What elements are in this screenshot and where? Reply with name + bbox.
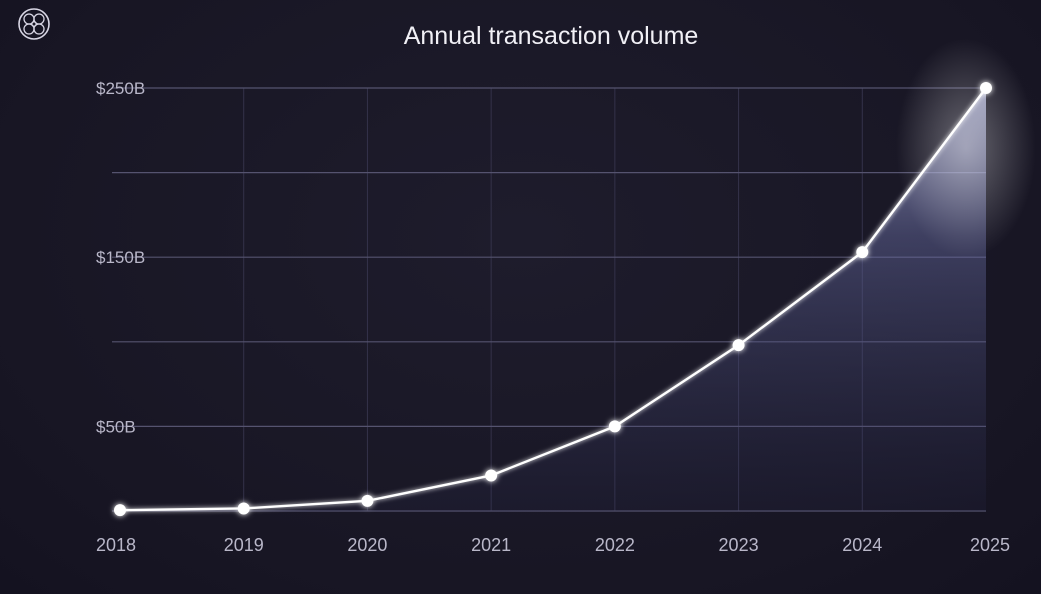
x-tick-label-2025: 2025 (970, 535, 1010, 555)
data-point-2024 (856, 246, 869, 259)
peak-glow (896, 38, 1036, 258)
area-fill-layer (120, 38, 1036, 511)
x-tick-label-2022: 2022 (595, 535, 635, 555)
x-tick-label-2021: 2021 (471, 535, 511, 555)
series-line-layer (119, 87, 987, 512)
y-axis-ticks: $50B $150B $250B (96, 79, 145, 436)
y-tick-label: $150B (96, 248, 145, 267)
knot-emblem-icon (18, 8, 50, 40)
data-point-2021 (485, 469, 498, 482)
x-tick-label-2018: 2018 (96, 535, 136, 555)
data-point-2022 (608, 420, 621, 433)
data-point-2019 (237, 502, 250, 515)
area-fill (120, 88, 986, 511)
data-point-2018 (114, 504, 126, 517)
y-tick-label: $50B (96, 417, 136, 436)
x-tick-label-2023: 2023 (719, 535, 759, 555)
x-tick-label-2019: 2019 (224, 535, 264, 555)
x-axis-ticks: 2018 2019 2020 2021 2022 2023 2024 2025 (96, 535, 1010, 555)
data-point-2023 (732, 339, 745, 352)
x-tick-label-2020: 2020 (347, 535, 387, 555)
x-tick-label-2024: 2024 (842, 535, 882, 555)
data-point-2020 (361, 494, 374, 507)
series-line (119, 87, 987, 512)
chart-title: Annual transaction volume (404, 22, 699, 50)
data-point-2025 (980, 82, 992, 94)
y-tick-label: $250B (96, 79, 145, 98)
data-points (114, 82, 992, 517)
